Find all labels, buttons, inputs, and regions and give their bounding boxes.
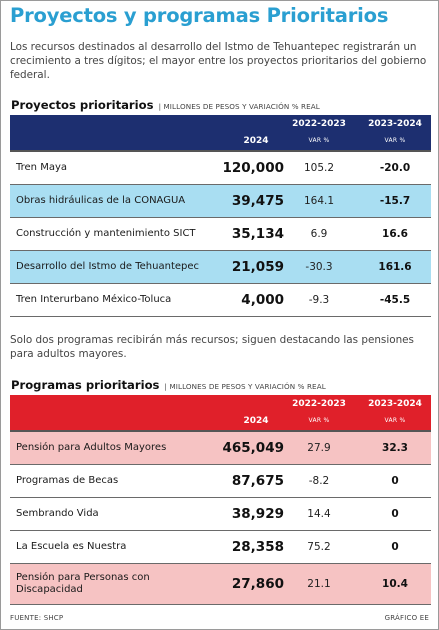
row-var-2022-2023: -9.3 [308, 294, 330, 306]
table-header: 2024 2022-2023 VAR % 2023-2024 VAR % [10, 395, 431, 432]
row-name: Pensión para Personas con Discapacidad [16, 572, 150, 595]
table-row: Pensión para Personas con Discapacidad 2… [10, 564, 431, 605]
row-var-2023-2024: -20.0 [379, 162, 411, 174]
row-var-2022-2023: -30.3 [305, 261, 333, 273]
row-var-2023-2024: 16.6 [382, 228, 408, 240]
header-var-2023-2024: 2023-2024 VAR % [358, 399, 432, 424]
row-value-2024: 21,059 [231, 259, 284, 275]
header-var-2022-2023: 2022-2023 VAR % [282, 399, 356, 424]
table-row: La Escuela es Nuestra 28,358 75.2 0 [10, 531, 431, 564]
header-2024: 2024 [243, 416, 269, 426]
row-var-2023-2024: -15.7 [379, 195, 411, 207]
row-name: Desarrollo del Istmo de Tehuantepec [16, 261, 200, 272]
row-value-2024: 87,675 [231, 473, 284, 489]
graphic-credit: GRÁFICO EE [384, 614, 429, 622]
row-var-2022-2023: 27.9 [307, 442, 331, 454]
row-name: Construcción y mantenimiento SICT [16, 228, 196, 239]
row-name: Obras hidráulicas de la CONAGUA [16, 195, 186, 206]
section-header-programs: Programas prioritarios | MILLONES DE PES… [11, 374, 326, 393]
row-var-2023-2024: 32.3 [382, 442, 408, 454]
row-var-2022-2023: 75.2 [307, 541, 331, 553]
table-row: Desarrollo del Istmo de Tehuantepec 21,0… [10, 251, 431, 284]
table-header: 2024 2022-2023 VAR % 2023-2024 VAR % [10, 115, 431, 152]
row-value-2024: 28,358 [231, 539, 284, 555]
row-var-2023-2024: 0 [391, 475, 399, 487]
section-subtitle: | MILLONES DE PESOS Y VARIACIÓN % REAL [164, 382, 326, 391]
header-var-label: VAR % [384, 137, 406, 144]
header-years: 2023-2024 [368, 399, 422, 409]
header-2024: 2024 [243, 136, 269, 146]
row-value-2024: 120,000 [222, 160, 285, 176]
row-var-2023-2024: 161.6 [378, 261, 412, 273]
header-years: 2022-2023 [292, 399, 346, 409]
header-years: 2023-2024 [368, 119, 422, 129]
section-title: Programas prioritarios [11, 378, 160, 392]
section-header-projects: Proyectos prioritarios | MILLONES DE PES… [11, 94, 320, 113]
row-var-2023-2024: 10.4 [382, 578, 408, 590]
section-subtitle: | MILLONES DE PESOS Y VARIACIÓN % REAL [158, 102, 320, 111]
table-row: Tren Maya 120,000 105.2 -20.0 [10, 152, 431, 185]
row-name: Programas de Becas [16, 475, 119, 486]
programs-intro: Solo dos programas recibirán más recurso… [10, 334, 414, 361]
header-var-2022-2023: 2022-2023 VAR % [282, 119, 356, 144]
row-value-2024: 465,049 [222, 440, 285, 456]
row-value-2024: 27,860 [231, 576, 284, 592]
table-row: Tren Interurbano México-Toluca 4,000 -9.… [10, 284, 431, 317]
projects-table: 2024 2022-2023 VAR % 2023-2024 VAR % Tre… [10, 115, 431, 317]
header-var-label: VAR % [308, 137, 330, 144]
source-note: FUENTE: SHCP [10, 614, 64, 622]
header-var-label: VAR % [308, 417, 330, 424]
table-row: Pensión para Adultos Mayores 465,049 27.… [10, 432, 431, 465]
row-value-2024: 35,134 [231, 226, 284, 242]
row-var-2022-2023: 6.9 [310, 228, 328, 240]
header-years: 2022-2023 [292, 119, 346, 129]
table-row: Programas de Becas 87,675 -8.2 0 [10, 465, 431, 498]
row-name: La Escuela es Nuestra [16, 541, 127, 552]
row-name: Sembrando Vida [16, 508, 99, 519]
row-value-2024: 39,475 [231, 193, 284, 209]
row-name: Tren Interurbano México-Toluca [16, 294, 172, 305]
row-var-2023-2024: 0 [391, 541, 399, 553]
row-var-2023-2024: 0 [391, 508, 399, 520]
row-name: Tren Maya [16, 162, 68, 173]
row-var-2022-2023: 105.2 [303, 162, 335, 174]
row-var-2022-2023: -8.2 [308, 475, 330, 487]
header-var-label: VAR % [384, 417, 406, 424]
section-title: Proyectos prioritarios [11, 98, 154, 112]
page-title: Proyectos y programas Prioritarios [10, 4, 389, 27]
table-row: Obras hidráulicas de la CONAGUA 39,475 1… [10, 185, 431, 218]
row-var-2022-2023: 164.1 [303, 195, 335, 207]
row-value-2024: 4,000 [241, 292, 284, 308]
row-value-2024: 38,929 [231, 506, 284, 522]
row-name: Pensión para Adultos Mayores [16, 442, 167, 453]
row-var-2022-2023: 14.4 [307, 508, 331, 520]
table-row: Sembrando Vida 38,929 14.4 0 [10, 498, 431, 531]
row-var-2023-2024: -45.5 [379, 294, 411, 306]
row-var-2022-2023: 21.1 [307, 578, 331, 590]
header-var-2023-2024: 2023-2024 VAR % [358, 119, 432, 144]
intro-paragraph: Los recursos destinados al desarrollo de… [10, 41, 427, 82]
table-row: Construcción y mantenimiento SICT 35,134… [10, 218, 431, 251]
programs-table: 2024 2022-2023 VAR % 2023-2024 VAR % Pen… [10, 395, 431, 605]
